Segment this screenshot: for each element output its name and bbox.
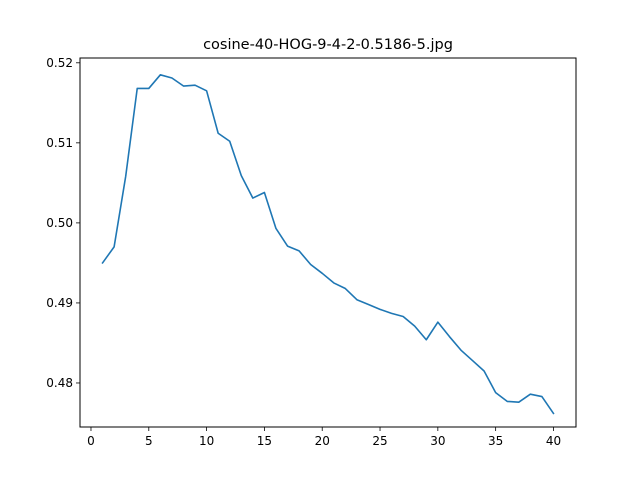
x-tick-label: 15 — [257, 434, 272, 448]
x-tick-label: 20 — [315, 434, 330, 448]
x-tick-label: 5 — [145, 434, 153, 448]
y-tick-label: 0.51 — [46, 136, 73, 150]
y-tick-label: 0.49 — [46, 296, 73, 310]
series-layer — [101, 74, 555, 415]
y-axis-ticks: 0.48 0.49 0.50 0.51 0.52 — [46, 56, 80, 390]
chart-title: cosine-40-HOG-9-4-2-0.5186-5.jpg — [203, 37, 453, 53]
x-tick-label: 30 — [430, 434, 445, 448]
x-axis-ticks: 0 5 10 15 20 25 30 35 40 — [87, 427, 561, 448]
y-tick-label: 0.52 — [46, 56, 73, 70]
series-line — [101, 74, 555, 415]
x-tick-label: 35 — [488, 434, 503, 448]
plot-area-frame — [79, 57, 577, 428]
x-tick-label: 0 — [87, 434, 95, 448]
x-tick-label: 40 — [546, 434, 561, 448]
x-tick-label: 10 — [199, 434, 214, 448]
y-tick-label: 0.48 — [46, 376, 73, 390]
y-tick-label: 0.50 — [46, 216, 73, 230]
x-tick-label: 25 — [372, 434, 387, 448]
